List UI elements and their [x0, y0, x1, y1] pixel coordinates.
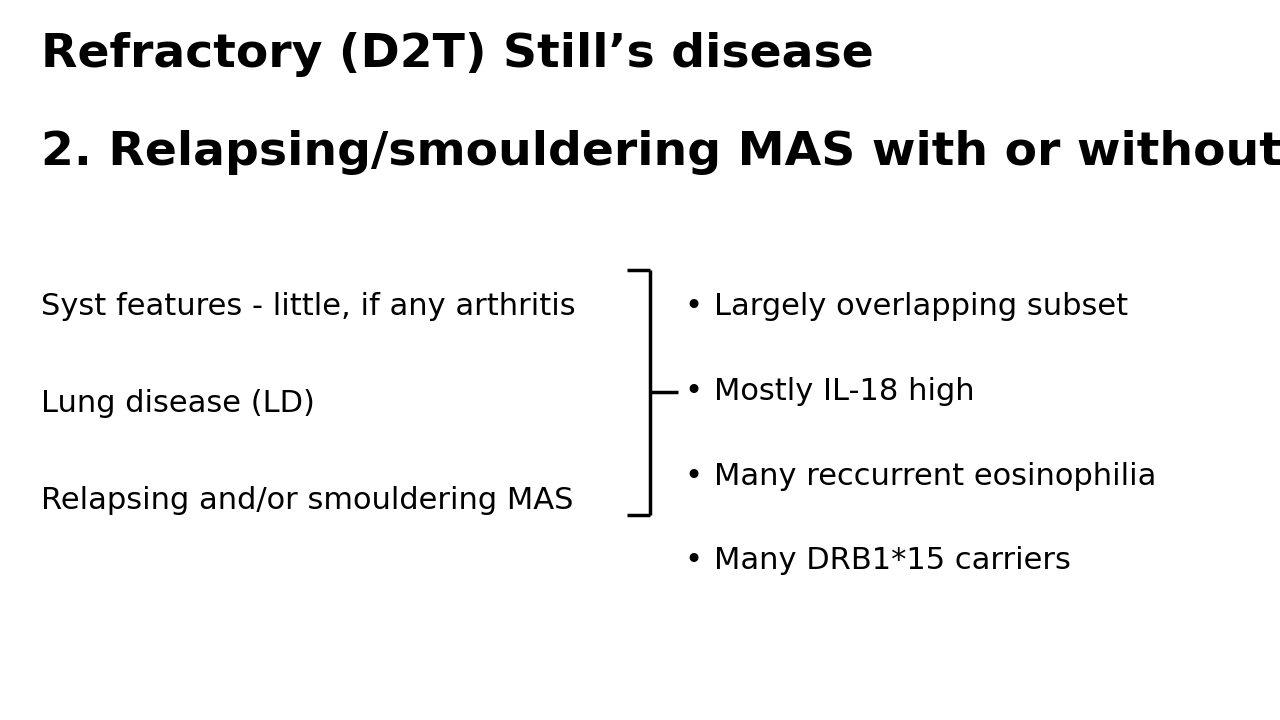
Text: Relapsing and/or smouldering MAS: Relapsing and/or smouldering MAS	[41, 486, 573, 515]
Text: •: •	[685, 546, 703, 575]
Text: •: •	[685, 377, 703, 405]
Text: Refractory (D2T) Still’s disease: Refractory (D2T) Still’s disease	[41, 32, 874, 77]
Text: Mostly IL-18 high: Mostly IL-18 high	[714, 377, 975, 405]
Text: Lung disease (LD): Lung disease (LD)	[41, 389, 315, 418]
Text: Largely overlapping subset: Largely overlapping subset	[714, 292, 1129, 320]
Text: Many DRB1*15 carriers: Many DRB1*15 carriers	[714, 546, 1071, 575]
Text: 2. Relapsing/smouldering MAS with or without LD: 2. Relapsing/smouldering MAS with or wit…	[41, 130, 1280, 175]
Text: •: •	[685, 292, 703, 320]
Text: Many reccurrent eosinophilia: Many reccurrent eosinophilia	[714, 462, 1157, 490]
Text: Syst features - little, if any arthritis: Syst features - little, if any arthritis	[41, 292, 576, 320]
Text: •: •	[685, 462, 703, 490]
